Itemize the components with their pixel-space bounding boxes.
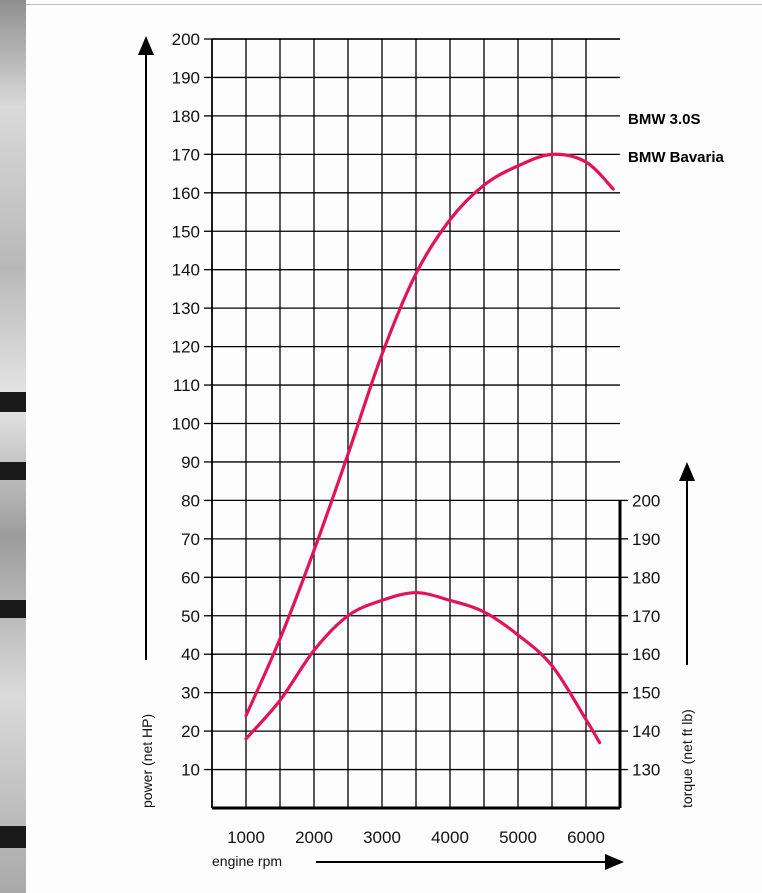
y-right-tick-label: 190 — [632, 530, 660, 549]
legend: BMW 3.0S BMW Bavaria — [628, 111, 725, 166]
edge-mark — [0, 462, 26, 480]
y-right-tick-label: 150 — [632, 684, 660, 703]
x-axis-title: engine rpm — [212, 853, 282, 869]
axis-arrows — [138, 36, 695, 870]
y-left-tick-label: 100 — [172, 415, 200, 434]
y-right-tick-label: 180 — [632, 568, 660, 587]
y-left-tick-label: 90 — [181, 453, 200, 472]
series-group — [244, 152, 615, 745]
y-left-tick-label: 60 — [181, 568, 200, 587]
x-tick-label: 2000 — [295, 828, 333, 847]
y-left-tick-label: 110 — [173, 376, 200, 395]
y-left-tick-label: 40 — [181, 645, 200, 664]
y-left-tick-label: 120 — [172, 338, 200, 357]
edge-mark — [0, 600, 26, 618]
y-left-tick-label: 30 — [181, 684, 200, 703]
edge-mark — [0, 392, 26, 412]
y-left-tick-label: 150 — [172, 222, 200, 241]
right-axis-arrowhead — [679, 462, 695, 481]
y-left-tick-label: 180 — [172, 107, 200, 126]
y-right-tick-label: 130 — [632, 761, 660, 780]
y-axis-left: 10 20 30 40 50 60 70 80 90 100 110 120 130 140 150 160 1… — [172, 30, 200, 780]
y-left-tick-label: 50 — [181, 607, 200, 626]
y-left-tick-label: 170 — [172, 145, 200, 164]
y-axis-right: 130 140 150 160 170 180 190 200 — [620, 491, 660, 780]
legend-entry: BMW 3.0S — [628, 111, 701, 128]
y-right-tick-label: 200 — [632, 491, 660, 510]
x-axis: 1000 2000 3000 4000 5000 6000 — [227, 828, 605, 847]
y-left-tick-label: 200 — [172, 30, 200, 49]
x-tick-label: 6000 — [567, 828, 605, 847]
x-tick-label: 1000 — [227, 828, 265, 847]
y-left-tick-label: 130 — [172, 299, 200, 318]
top-rule — [26, 4, 762, 5]
y-right-axis-title: torque (net ft lb) — [679, 709, 695, 808]
left-axis-arrowhead — [138, 36, 154, 55]
axis-titles: power (net HP) torque (net ft lb) engine r… — [139, 709, 695, 869]
y-right-tick-label: 140 — [632, 722, 660, 741]
grid — [204, 38, 620, 808]
y-right-tick-label: 170 — [632, 607, 660, 626]
y-left-tick-label: 20 — [181, 722, 200, 741]
power-curve — [244, 152, 615, 718]
y-left-tick-label: 140 — [172, 261, 200, 280]
x-tick-label: 3000 — [363, 828, 401, 847]
x-axis-arrowhead — [605, 854, 624, 870]
y-left-tick-label: 80 — [181, 491, 200, 510]
x-tick-label: 5000 — [499, 828, 537, 847]
y-left-tick-label: 70 — [181, 530, 200, 549]
x-tick-label: 4000 — [431, 828, 469, 847]
edge-mark — [0, 826, 26, 848]
legend-entry: BMW Bavaria — [628, 149, 725, 166]
torque-curve — [244, 591, 602, 745]
y-left-tick-label: 160 — [172, 184, 200, 203]
y-left-tick-label: 10 — [181, 761, 200, 780]
y-left-axis-title: power (net HP) — [139, 714, 155, 808]
y-left-tick-label: 190 — [172, 68, 200, 87]
y-right-tick-label: 160 — [632, 645, 660, 664]
photo-edge-strip — [0, 0, 26, 893]
